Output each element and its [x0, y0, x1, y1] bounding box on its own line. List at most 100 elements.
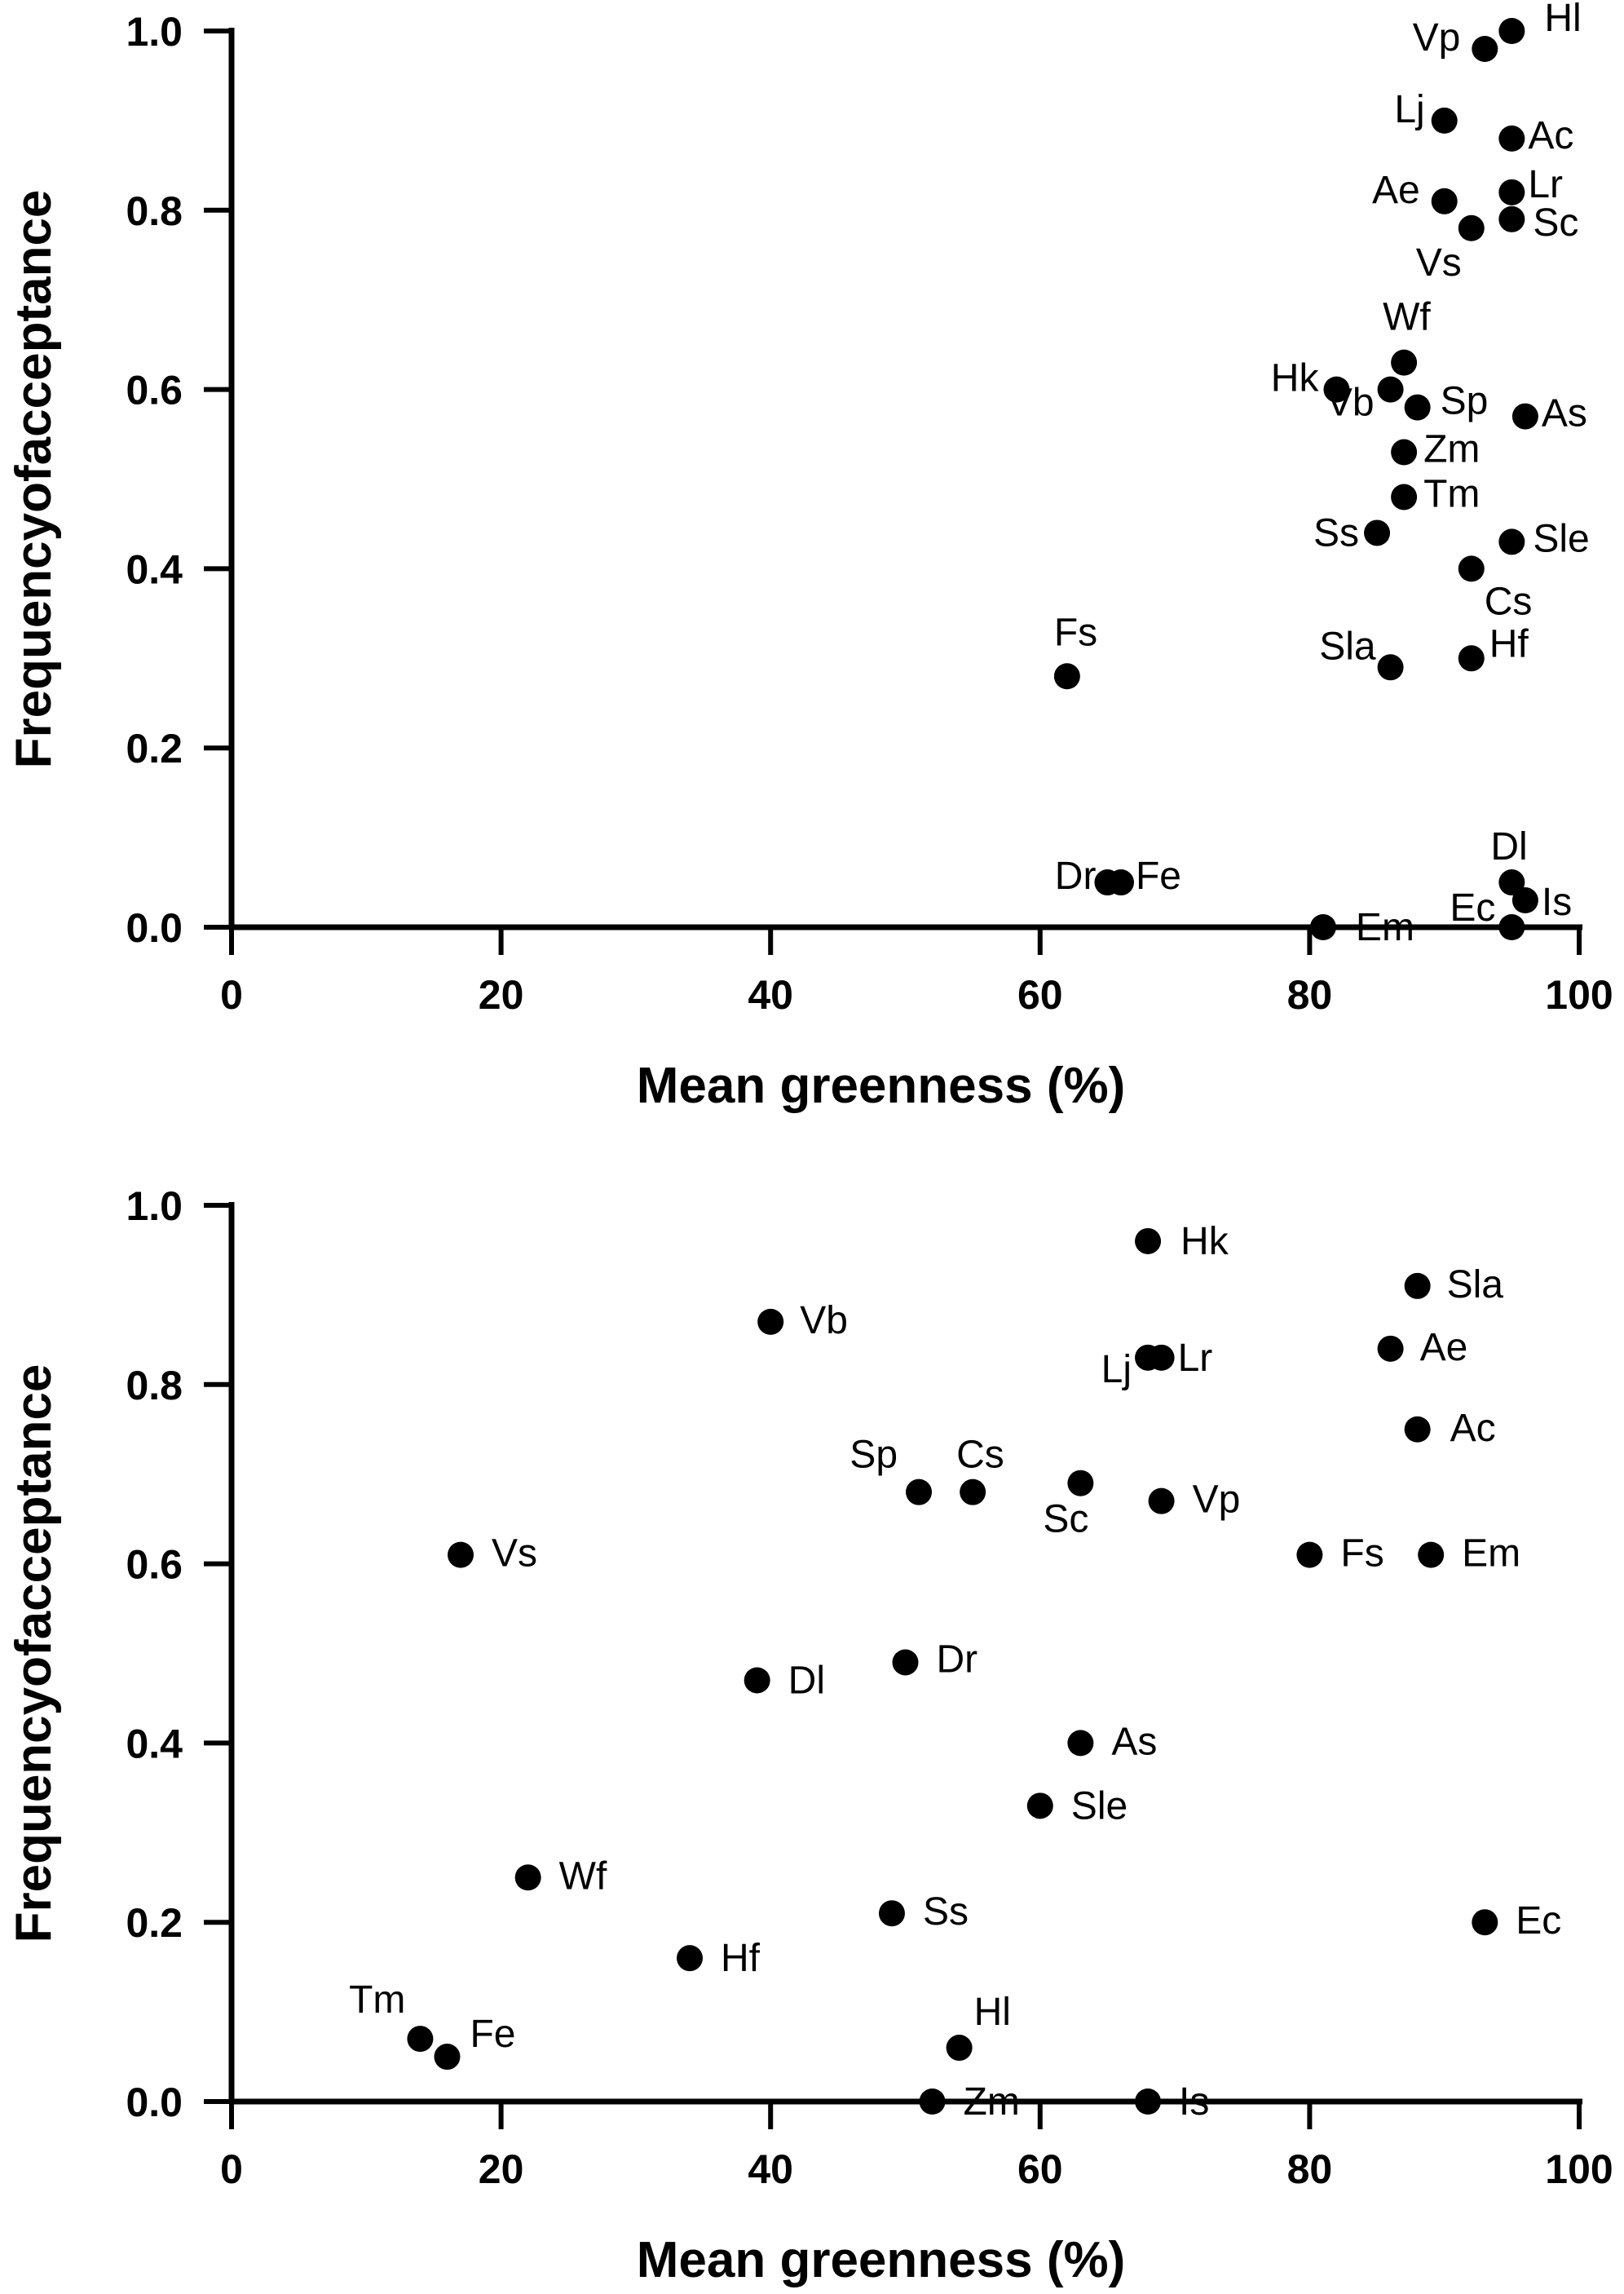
data-point	[1026, 1792, 1053, 1819]
x-axis-title: Mean greenness (%)	[637, 1058, 1126, 1114]
x-tick-label: 20	[479, 2146, 524, 2192]
data-point	[1431, 188, 1458, 214]
point-label: Wf	[1383, 296, 1431, 339]
data-point	[434, 2044, 461, 2071]
point-label: Hf	[1489, 622, 1529, 665]
y-tick-label: 0.0	[126, 905, 183, 951]
point-label: Lj	[1101, 1348, 1132, 1391]
point-label: Tm	[1423, 472, 1480, 515]
y-tick-label: 0.8	[126, 1363, 183, 1408]
data-point	[1053, 663, 1080, 690]
data-point	[677, 1945, 704, 1972]
data-point	[1067, 1730, 1094, 1757]
data-point	[407, 2026, 434, 2053]
data-point	[1309, 914, 1336, 940]
data-point	[448, 1541, 474, 1568]
data-point	[1377, 654, 1404, 681]
y-axis-title: Frequencyofacceptance	[6, 190, 62, 769]
point-label: Sc	[1533, 201, 1578, 245]
point-label: Vs	[492, 1532, 537, 1576]
point-label: Ac	[1450, 1407, 1496, 1450]
point-label: Hk	[1180, 1220, 1229, 1263]
data-point	[1472, 1909, 1498, 1936]
data-point	[1404, 1272, 1431, 1299]
x-tick-label: 80	[1287, 2146, 1333, 2192]
point-label: Cs	[956, 1434, 1004, 1477]
point-label: Hl	[974, 1991, 1011, 2034]
data-point	[1377, 1335, 1404, 1362]
data-point	[1391, 349, 1418, 376]
chart-panel-1: 0 20 40 60 80 100 0.0 0.2 0.4 0.6 0.8 1.0 Mean green…	[6, 0, 1613, 1114]
point-label: Fe	[470, 2013, 515, 2056]
data-point	[1418, 1541, 1445, 1568]
data-point	[1107, 869, 1134, 896]
data-point	[514, 1864, 541, 1891]
point-label: Vs	[1416, 241, 1462, 285]
point-label: Fe	[1136, 855, 1181, 898]
point-label: Zm	[964, 2080, 1020, 2124]
data-point	[1498, 18, 1525, 44]
data-point	[1404, 394, 1431, 421]
x-tick-label: 60	[1017, 2146, 1063, 2192]
data-point	[1498, 125, 1525, 152]
point-label: Sle	[1533, 517, 1589, 560]
point-label: Hk	[1271, 357, 1320, 400]
point-label: Lj	[1394, 88, 1424, 131]
point-label: Lr	[1528, 163, 1563, 206]
x-tick-label: 80	[1287, 972, 1333, 1018]
y-tick-label: 1.0	[126, 1183, 183, 1229]
point-label: Sp	[850, 1434, 898, 1477]
point-label: Cs	[1485, 580, 1533, 623]
data-point	[1511, 403, 1538, 430]
data-point	[906, 1479, 933, 1505]
data-point	[878, 1900, 905, 1927]
y-tick-label: 0.0	[126, 2080, 183, 2125]
point-label: Dr	[937, 1638, 978, 1681]
point-label: Ss	[923, 1890, 969, 1934]
data-point	[1377, 376, 1404, 403]
data-point	[1498, 528, 1525, 555]
x-tick-label: 60	[1017, 972, 1063, 1018]
data-point	[1364, 519, 1391, 546]
y-tick-label: 0.4	[126, 1721, 183, 1766]
data-point	[946, 2035, 973, 2062]
point-label: Sp	[1441, 380, 1489, 423]
x-tick-label: 0	[220, 972, 243, 1018]
point-label: Dl	[1490, 825, 1527, 869]
data-point	[744, 1667, 770, 1694]
y-axis-title: Frequencyofacceptance	[6, 1364, 62, 1943]
point-label: Dr	[1055, 855, 1097, 898]
y-tick-label: 0.6	[126, 1542, 183, 1588]
data-point	[1472, 35, 1498, 62]
point-label: Vb	[800, 1299, 848, 1342]
point-label: Fs	[1054, 611, 1097, 654]
data-point	[1296, 1541, 1323, 1568]
point-label: As	[1111, 1720, 1157, 1763]
data-point	[1498, 914, 1525, 940]
point-label: Sle	[1071, 1784, 1128, 1828]
point-label: Vp	[1413, 16, 1461, 60]
chart-panel-2: 0 20 40 60 80 100 0.0 0.2 0.4 0.6 0.8 1.0 Mean green…	[6, 1183, 1613, 2288]
point-label: Hf	[721, 1937, 761, 1980]
data-point	[1404, 1416, 1431, 1443]
data-point	[1391, 439, 1418, 466]
data-point	[1511, 887, 1538, 914]
data-point	[1148, 1487, 1175, 1514]
y-tick-label: 0.6	[126, 368, 183, 413]
point-label: As	[1542, 392, 1587, 435]
x-tick-label: 100	[1545, 972, 1613, 1018]
data-point	[892, 1649, 919, 1676]
data-point	[1458, 214, 1485, 241]
data-point	[757, 1308, 784, 1335]
y-tick-label: 0.2	[126, 1900, 183, 1946]
data-point	[1498, 179, 1525, 206]
data-point	[919, 2088, 946, 2115]
point-label: Sc	[1043, 1498, 1088, 1541]
data-point	[1498, 206, 1525, 232]
point-label: Ss	[1313, 511, 1359, 555]
point-label: Fs	[1340, 1532, 1383, 1576]
point-label: Em	[1356, 906, 1414, 949]
data-point	[1148, 1344, 1175, 1371]
